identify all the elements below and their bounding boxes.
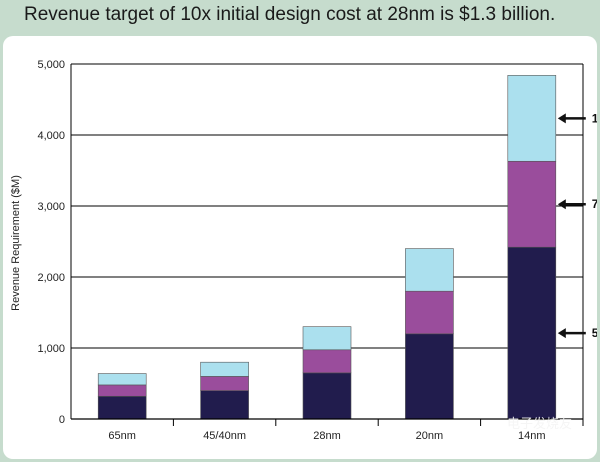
bar-segment-5x bbox=[507, 246, 557, 420]
y-tick-label: 5,000 bbox=[37, 59, 65, 71]
watermark-cn: 赛灵思中文社区 bbox=[166, 207, 376, 242]
bar-segment-10x bbox=[302, 326, 352, 351]
watermark-url: xilinx.eetrend.com bbox=[205, 243, 393, 267]
bars bbox=[97, 75, 557, 420]
annotation-label: 10X bbox=[592, 111, 597, 125]
bar-segment-5x bbox=[405, 333, 454, 420]
stacked-bar-chart: 0 1,000 2,000 3,000 4,000 5,000 65nm 45/40nm 28… bbox=[10, 59, 597, 442]
y-tick-label: 0 bbox=[59, 414, 65, 426]
x-tick-label: 45/40nm bbox=[203, 430, 246, 442]
x-tick-label: 28nm bbox=[313, 430, 341, 442]
bar-segment-5x bbox=[97, 395, 147, 420]
y-tick-label: 4,000 bbox=[37, 130, 65, 142]
bar-segment-5x bbox=[200, 390, 249, 420]
bar-segment-10x bbox=[405, 248, 454, 292]
multiplier-annotations: 5X 7.5X 10X bbox=[557, 111, 597, 340]
bar-segment-10x bbox=[200, 361, 249, 377]
annotation-label: 5X bbox=[592, 326, 597, 340]
bar-segment-7.5x bbox=[405, 290, 454, 335]
watermark-corner: 电子发烧友 bbox=[507, 416, 572, 432]
x-tick-labels: 65nm 45/40nm 28nm 20nm 14nm bbox=[71, 418, 584, 442]
y-axis-label: Revenue Requirement ($M) bbox=[10, 175, 22, 311]
bar-segment-7.5x bbox=[200, 376, 249, 391]
bar-segment-7.5x bbox=[97, 384, 147, 397]
bar-segment-10x bbox=[97, 373, 147, 386]
bar-segment-7.5x bbox=[302, 349, 352, 374]
y-tick-label: 2,000 bbox=[37, 272, 65, 284]
watermark: 赛灵思中文社区 xilinx.eetrend.com 电子发烧友 bbox=[166, 207, 572, 432]
annotation-arrowhead bbox=[557, 199, 566, 210]
x-tick-label: 14nm bbox=[518, 430, 546, 442]
annotation-arrowhead bbox=[557, 328, 566, 339]
gridlines bbox=[70, 63, 584, 420]
bar-segment-7.5x bbox=[507, 160, 557, 248]
y-tick-label: 3,000 bbox=[37, 201, 65, 213]
y-tick-labels: 0 1,000 2,000 3,000 4,000 5,000 bbox=[37, 59, 65, 426]
annotation-arrowhead bbox=[557, 113, 566, 124]
y-tick-label: 1,000 bbox=[37, 343, 65, 355]
x-tick-label: 20nm bbox=[416, 430, 444, 442]
bar-segment-10x bbox=[507, 75, 557, 162]
annotation-label: 7.5X bbox=[592, 197, 597, 211]
x-tick-label: 65nm bbox=[108, 430, 136, 442]
bar-segment-5x bbox=[302, 372, 352, 420]
chart-title: Revenue target of 10x initial design cos… bbox=[24, 4, 556, 25]
chart-panel: 0 1,000 2,000 3,000 4,000 5,000 65nm 45/40nm 28… bbox=[3, 36, 597, 459]
